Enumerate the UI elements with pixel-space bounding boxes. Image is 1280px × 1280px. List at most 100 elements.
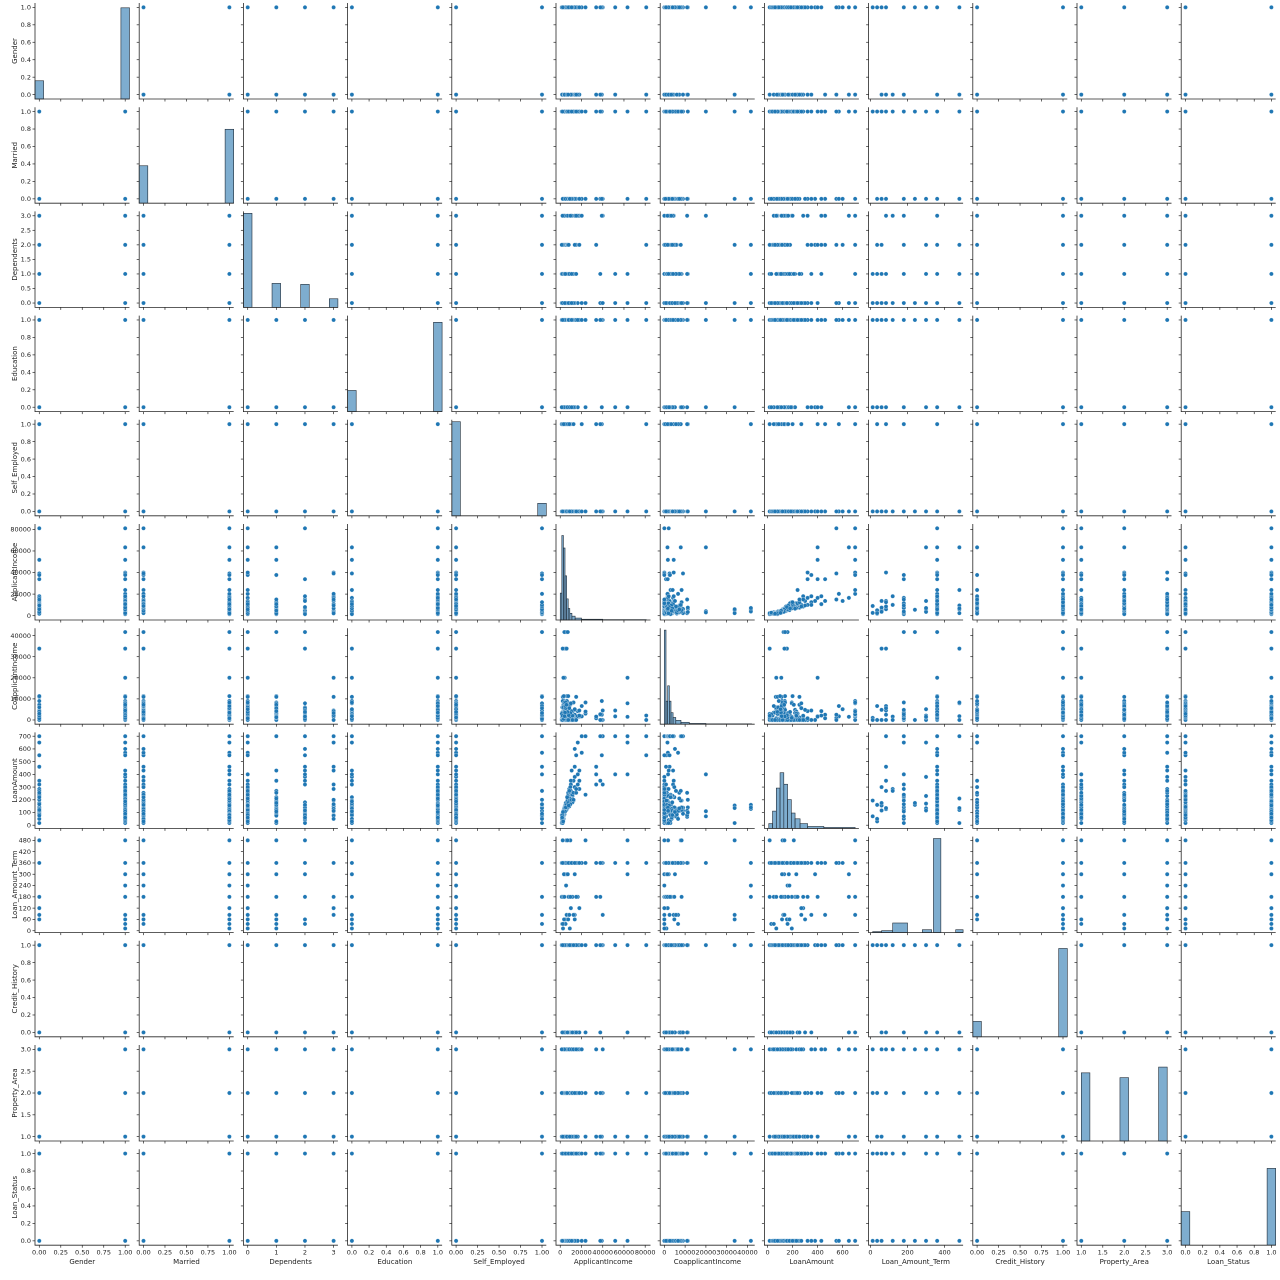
scatter-point bbox=[799, 109, 804, 114]
scatter-point bbox=[625, 271, 630, 277]
scatter-point bbox=[901, 92, 907, 97]
axis-spine bbox=[555, 419, 651, 517]
scatter-point bbox=[934, 5, 940, 10]
scatter-point bbox=[809, 300, 814, 306]
scatter-point bbox=[37, 572, 42, 578]
axis-spine bbox=[659, 524, 755, 621]
scatter-point bbox=[1079, 526, 1084, 531]
y-tick-label: 200 bbox=[19, 796, 31, 804]
scatter-point bbox=[539, 213, 545, 219]
axis-spine bbox=[868, 315, 964, 412]
scatter-point bbox=[703, 509, 709, 514]
scatter-point bbox=[1269, 602, 1274, 608]
scatter-point bbox=[349, 700, 355, 705]
scatter-point bbox=[809, 572, 814, 578]
scatter-point bbox=[822, 716, 828, 721]
scatter-point bbox=[302, 5, 308, 10]
scatter-point bbox=[349, 713, 355, 719]
scatter-point bbox=[1122, 594, 1127, 599]
axis-spine bbox=[868, 107, 964, 204]
scatter-point bbox=[349, 271, 355, 277]
scatter-point bbox=[1183, 557, 1188, 563]
scatter-point bbox=[141, 795, 146, 800]
panel-coapplicantincome-vs-applicantincome bbox=[553, 628, 651, 727]
hist-bar bbox=[537, 503, 547, 517]
scatter-point bbox=[1060, 815, 1066, 820]
y-tick-label: 60000 bbox=[10, 547, 31, 555]
axis-spine bbox=[1180, 211, 1276, 308]
scatter-point bbox=[583, 733, 588, 739]
scatter-point bbox=[1122, 271, 1127, 277]
y-tick-label: 0.8 bbox=[21, 334, 31, 342]
scatter-point bbox=[274, 509, 279, 514]
axis-spine bbox=[451, 3, 547, 100]
scatter-point bbox=[974, 92, 980, 97]
hist-bar bbox=[799, 823, 808, 829]
scatter-point bbox=[901, 707, 907, 713]
scatter-point bbox=[1122, 509, 1127, 514]
scatter-point bbox=[665, 772, 671, 777]
y-tick-label: 0 bbox=[27, 612, 31, 620]
scatter-point bbox=[774, 92, 780, 97]
scatter-point bbox=[579, 750, 584, 755]
panel-applicantincome-vs-coapplicantincome bbox=[657, 524, 755, 623]
scatter-point bbox=[227, 545, 232, 550]
scatter-point bbox=[772, 317, 778, 323]
scatter-point bbox=[331, 740, 336, 745]
axis-spine bbox=[138, 211, 234, 308]
scatter-point bbox=[678, 545, 684, 550]
scatter-point bbox=[539, 599, 545, 605]
scatter-point bbox=[901, 213, 907, 219]
scatter-point bbox=[573, 790, 579, 796]
scatter-point bbox=[852, 242, 858, 248]
scatter-point bbox=[879, 800, 884, 806]
scatter-point bbox=[349, 768, 355, 773]
scatter-point bbox=[883, 778, 889, 783]
scatter-point bbox=[227, 572, 232, 578]
scatter-point bbox=[957, 109, 962, 114]
scatter-point bbox=[331, 509, 336, 514]
scatter-point bbox=[1060, 557, 1066, 563]
scatter-point bbox=[245, 772, 250, 777]
scatter-point bbox=[834, 109, 839, 114]
scatter-point bbox=[122, 768, 128, 773]
scatter-point bbox=[923, 801, 929, 806]
scatter-point bbox=[890, 213, 895, 219]
panel-dependents-vs-property-area bbox=[1074, 211, 1172, 310]
scatter-point bbox=[666, 820, 671, 826]
scatter-point bbox=[870, 317, 875, 323]
scatter-point bbox=[1164, 109, 1170, 114]
scatter-point bbox=[819, 708, 824, 714]
scatter-point bbox=[957, 700, 962, 705]
y-tick-label: 0.2 bbox=[21, 490, 31, 498]
scatter-point bbox=[274, 714, 279, 720]
scatter-point bbox=[227, 753, 232, 758]
axis-spine bbox=[555, 3, 651, 100]
axis-spine bbox=[1180, 3, 1276, 100]
scatter-point bbox=[790, 213, 795, 219]
scatter-point bbox=[685, 605, 691, 610]
scatter-point bbox=[666, 526, 671, 531]
scatter-point bbox=[453, 404, 459, 410]
scatter-point bbox=[349, 675, 355, 681]
scatter-point bbox=[799, 604, 804, 609]
scatter-point bbox=[141, 421, 146, 427]
scatter-point bbox=[1060, 572, 1066, 578]
scatter-point bbox=[227, 710, 232, 715]
y-tick-label: 0 bbox=[27, 821, 31, 829]
scatter-point bbox=[1060, 675, 1066, 681]
scatter-point bbox=[227, 646, 232, 651]
scatter-point bbox=[1060, 196, 1066, 202]
scatter-point bbox=[122, 792, 128, 797]
scatter-point bbox=[1060, 213, 1066, 219]
axis-spine bbox=[1180, 419, 1276, 517]
scatter-point bbox=[1183, 711, 1188, 717]
scatter-point bbox=[625, 701, 630, 706]
panel-married-vs-dependents bbox=[240, 107, 338, 206]
scatter-point bbox=[934, 300, 940, 306]
scatter-point bbox=[227, 740, 232, 745]
scatter-point bbox=[1079, 597, 1084, 602]
panel-gender-vs-coapplicantincome bbox=[657, 3, 755, 102]
axis-spine bbox=[34, 3, 130, 100]
